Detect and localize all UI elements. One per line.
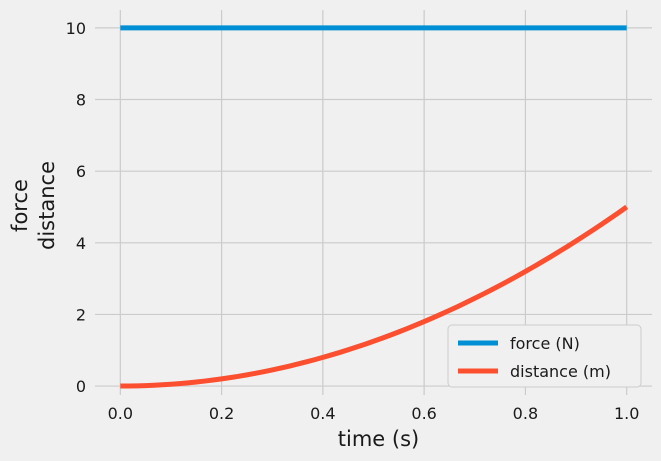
x-tick-label: 0.6	[411, 404, 436, 423]
x-tick-label: 0.0	[108, 404, 133, 423]
x-tick-label: 1.0	[614, 404, 639, 423]
y-tick-label: 0	[76, 377, 86, 396]
x-tick-label: 0.2	[209, 404, 234, 423]
y-tick-label: 4	[76, 234, 86, 253]
legend: force (N) distance (m)	[447, 324, 642, 388]
y-tick-label: 2	[76, 305, 86, 324]
legend-label-1: distance (m)	[510, 362, 611, 381]
y-tick-label: 6	[76, 162, 86, 181]
y-tick-label: 10	[66, 19, 86, 38]
series-line-1	[120, 204, 629, 389]
tick-labels: 0.0 0.2 0.4 0.6 0.8 1.0 0 2 4 6 8 10	[66, 19, 640, 423]
legend-label-0: force (N)	[510, 334, 580, 353]
y-axis-label-line: force	[8, 179, 32, 232]
x-tick-label: 0.4	[310, 404, 335, 423]
y-tick-label: 8	[76, 91, 86, 110]
series-lines	[120, 25, 629, 389]
x-axis-label: time (s)	[338, 427, 419, 451]
x-tick-label: 0.8	[513, 404, 538, 423]
y-axis-label-line: distance	[35, 161, 59, 250]
y-axis-label: force distance	[8, 161, 59, 250]
